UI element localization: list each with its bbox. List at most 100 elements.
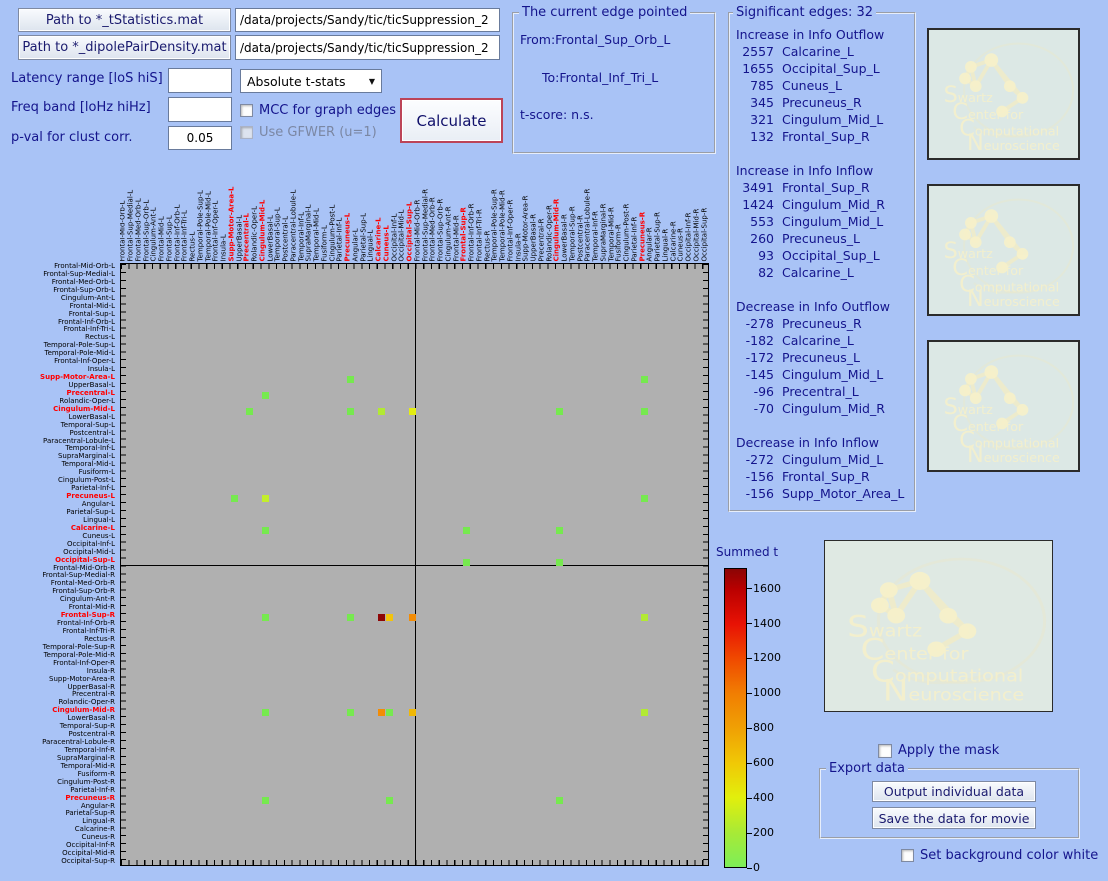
sccn-logo-image-large: Swartz Center for Computational Neuroscienc… (824, 540, 1053, 712)
matrix-cell[interactable] (556, 558, 563, 566)
row-label-occipital-mid-l: Occipital-Mid-L (63, 547, 115, 556)
sccn-logo-image-1: Swartz Center for Computational Neuroscienc… (927, 28, 1080, 160)
matrix-cell[interactable] (346, 614, 354, 622)
freq-band-label: Freq band [loHz hiHz] (11, 100, 151, 115)
matrix-cell[interactable] (377, 407, 385, 415)
sig-edge-item: 132 Frontal_Sup_R (750, 129, 870, 144)
matrix-cell[interactable] (346, 709, 354, 717)
matrix-cell[interactable] (385, 709, 393, 717)
sig-edge-item: -272 Cingulum_Mid_L (745, 452, 884, 467)
density-path-button[interactable]: Path to *_dipolePairDensity.mat (18, 35, 231, 60)
row-label-fusiform-l: Fusiform-L (78, 468, 115, 477)
matrix-cell[interactable] (408, 709, 416, 717)
matrix-cell[interactable] (246, 407, 253, 415)
row-label-parietal-inf-l: Parietal-Inf-L (71, 484, 115, 493)
matrix-column-labels: Frontal-Mid-Orb-L Frontal-Sup-Medial-L Fro… (120, 166, 709, 262)
matrix-cell[interactable] (556, 526, 563, 534)
density-path-field[interactable]: /data/projects/Sandy/tic/ticSuppression_… (235, 35, 500, 60)
colorbar-tick-label: 1200 (753, 651, 781, 665)
sig-edge-item: -182 Calcarine_L (745, 333, 854, 348)
export-data-title: Export data (826, 761, 908, 776)
row-label-frontal-mid-orb-l: Frontal-Mid-Orb-L (54, 262, 115, 270)
output-individual-data-button[interactable]: Output individual data (872, 781, 1036, 802)
latency-range-input[interactable] (168, 68, 232, 93)
matrix-cell[interactable] (261, 796, 269, 804)
freq-band-input[interactable] (168, 97, 232, 122)
row-label-occipital-sup-r: Occipital-Sup-R (61, 857, 115, 866)
matrix-cell[interactable] (463, 558, 470, 566)
sig-edge-item: 260 Precuneus_L (750, 231, 860, 246)
row-label-frontal-sup-medial-r: Frontal-Sup-Medial-R (42, 571, 115, 580)
save-data-for-movie-button[interactable]: Save the data for movie (872, 807, 1036, 829)
matrix-cell[interactable] (261, 614, 269, 622)
matrix-cell[interactable] (346, 376, 354, 384)
matrix-cell[interactable] (230, 495, 238, 503)
svg-text:Swartz: Swartz (944, 238, 993, 264)
mcc-checkbox[interactable] (240, 104, 253, 117)
matrix-cell[interactable] (346, 407, 354, 415)
tstat-path-field[interactable]: /data/projects/Sandy/tic/ticSuppression_… (235, 8, 500, 32)
gfwer-checkbox[interactable] (240, 126, 253, 139)
matrix-row-labels: Frontal-Mid-Orb-L Frontal-Sup-Medial-L Fro… (0, 262, 117, 867)
colorbar-tick-mark (747, 762, 752, 764)
matrix-cell[interactable] (377, 709, 385, 717)
matrix-cell[interactable] (641, 709, 649, 717)
matrix-cell[interactable] (377, 614, 385, 622)
bottom-axis-ticks (121, 860, 708, 865)
row-label-temporal-pole-mid-r: Temporal-Pole-Mid-R (43, 650, 115, 659)
tstat-path-button[interactable]: Path to *_tStatistics.mat (18, 8, 231, 32)
matrix-cell[interactable] (261, 495, 269, 503)
row-label-supramarginal-r: SupraMarginal-R (56, 753, 115, 762)
significant-edges-panel: Significant edges: 32 Increase in Info O… (728, 5, 916, 512)
connectivity-heatmap[interactable] (120, 263, 709, 866)
stat-type-dropdown[interactable]: Absolute t-stats ▼ (240, 69, 382, 93)
row-label-frontal-mid-l: Frontal-Mid-L (69, 301, 115, 310)
pval-input[interactable]: 0.05 (168, 126, 232, 150)
matrix-cell[interactable] (408, 407, 416, 415)
matrix-cell[interactable] (641, 407, 649, 415)
row-label-upperbasal-r: UpperBasal-R (67, 682, 115, 691)
row-label-supramarginal-l: SupraMarginal-L (57, 452, 115, 461)
sig-section-heading: Increase in Info Outflow (736, 27, 885, 42)
export-data-group: Export data Output individual data Save … (819, 761, 1080, 839)
matrix-cell[interactable] (556, 796, 563, 804)
matrix-cell[interactable] (385, 796, 393, 804)
matrix-cell[interactable] (408, 614, 416, 622)
matrix-cell[interactable] (385, 614, 393, 622)
row-label-insula-l: Insula-L (87, 365, 115, 374)
edge-to-text: To:Frontal_Inf_Tri_L (542, 70, 659, 85)
matrix-cell[interactable] (463, 526, 470, 534)
calculate-button[interactable]: Calculate (400, 98, 503, 143)
colorbar-tick-mark (747, 623, 752, 625)
sig-edge-item: -70 Cingulum_Mid_R (753, 401, 885, 416)
matrix-cell[interactable] (261, 526, 269, 534)
row-label-frontal-med-orb-l: Frontal-Med-Orb-L (51, 277, 115, 286)
row-label-rolandic-oper-r: Rolandic-Oper-R (58, 698, 115, 707)
matrix-cell[interactable] (556, 407, 563, 415)
matrix-cell[interactable] (261, 391, 269, 399)
row-label-temporal-mid-r: Temporal-Mid-R (60, 761, 115, 770)
matrix-cell[interactable] (641, 376, 649, 384)
row-label-frontal-mid-orb-r: Frontal-Mid-Orb-R (53, 563, 115, 572)
apply-mask-checkbox[interactable] (878, 744, 892, 758)
matrix-cell[interactable] (641, 614, 649, 622)
svg-text:Swartz: Swartz (944, 82, 993, 108)
sig-edge-item: 1424 Cingulum_Mid_R (742, 197, 885, 212)
apply-mask-label: Apply the mask (898, 743, 1000, 758)
row-label-frontal-sup-orb-r: Frontal-Sup-Orb-R (52, 587, 115, 596)
colorbar-tick-mark (747, 588, 752, 590)
set-background-white-label: Set background color white (920, 848, 1099, 863)
gfwer-checkbox-label: Use GFWER (u=1) (259, 125, 377, 140)
row-label-temporal-pole-sup-r: Temporal-Pole-Sup-R (42, 642, 115, 651)
top-axis-ticks (121, 264, 708, 269)
pval-label: p-val for clust corr. (11, 130, 133, 145)
row-label-lowerbasal-l: LowerBasal-L (68, 412, 115, 421)
row-label-frontal-sup-medial-l: Frontal-Sup-Medial-L (43, 269, 115, 278)
row-label-rectus-l: Rectus-L (85, 333, 115, 342)
edge-from-text: From:Frontal_Sup_Orb_L (520, 32, 671, 47)
set-background-white-checkbox[interactable] (901, 849, 914, 862)
hemisphere-divider-horizontal (121, 565, 708, 566)
matrix-cell[interactable] (641, 495, 649, 503)
sig-edge-item: 785 Cuneus_L (750, 78, 842, 93)
matrix-cell[interactable] (261, 709, 269, 717)
